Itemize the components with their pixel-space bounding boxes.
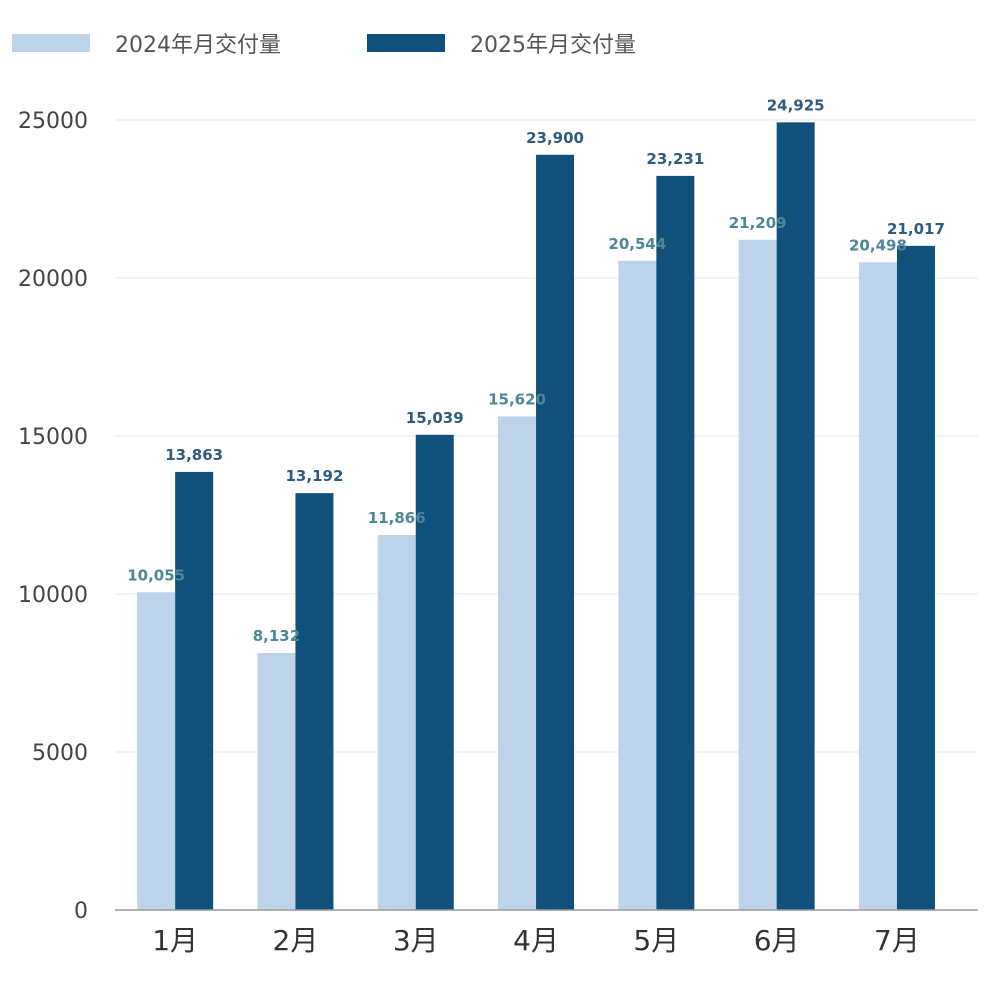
bar-2025 [415, 434, 454, 910]
legend-swatch [367, 34, 445, 52]
x-tick-label: 1月 [152, 924, 198, 957]
y-tick-label: 10000 [18, 583, 88, 608]
legend-label: 2024年月交付量 [115, 33, 281, 58]
value-label-2025: 13,192 [286, 467, 344, 485]
x-tick-label: 3月 [393, 924, 439, 957]
bar-2024 [137, 592, 176, 910]
bar-2025 [295, 493, 334, 910]
bar-2024 [498, 416, 537, 910]
bar-2025 [175, 471, 214, 910]
bar-2025 [776, 122, 815, 911]
bar-2025 [656, 175, 695, 911]
y-tick-label: 15000 [18, 425, 88, 450]
legend-swatch [12, 34, 90, 52]
value-label-2024: 20,498 [849, 236, 907, 254]
y-tick-label: 0 [74, 899, 88, 924]
x-tick-label: 4月 [513, 924, 559, 957]
x-tick-label: 7月 [874, 924, 920, 957]
bar-2025 [536, 154, 575, 910]
bar-2024 [858, 262, 897, 911]
y-tick-label: 25000 [18, 109, 88, 134]
value-labels: 10,055 13,863 8,132 13,192 11,866 15,039 15,62… [127, 96, 945, 645]
value-label-2024: 8,132 [253, 627, 300, 645]
x-tick-label: 2月 [273, 924, 319, 957]
axes: 0 5000 10000 15000 20000 25000 1月 2月 3月 4月 5月 6月 7月 [18, 109, 978, 957]
value-label-2025: 23,231 [646, 150, 704, 168]
bars [137, 122, 935, 911]
value-label-2025: 13,863 [165, 446, 223, 464]
bar-2025 [896, 245, 935, 910]
legend: 2024年月交付量 2025年月交付量 [12, 33, 636, 58]
bar-2024 [618, 260, 657, 911]
x-tick-label: 5月 [633, 924, 679, 957]
value-label-2024: 10,055 [127, 566, 185, 584]
value-label-2025: 24,925 [767, 96, 825, 114]
y-tick-label: 5000 [32, 741, 88, 766]
value-label-2025: 23,900 [526, 129, 584, 147]
bar-2024 [257, 653, 296, 910]
y-tick-label: 20000 [18, 267, 88, 292]
x-tick-label: 6月 [754, 924, 800, 957]
value-label-2024: 20,544 [608, 235, 666, 253]
value-label-2025: 15,039 [406, 409, 464, 427]
legend-label: 2025年月交付量 [470, 33, 636, 58]
bar-2024 [738, 239, 777, 910]
value-label-2024: 15,620 [488, 390, 546, 408]
value-label-2024: 21,209 [729, 214, 787, 232]
bar-2024 [377, 535, 416, 910]
value-label-2024: 11,866 [368, 509, 426, 527]
value-label-2025: 21,017 [887, 220, 945, 238]
